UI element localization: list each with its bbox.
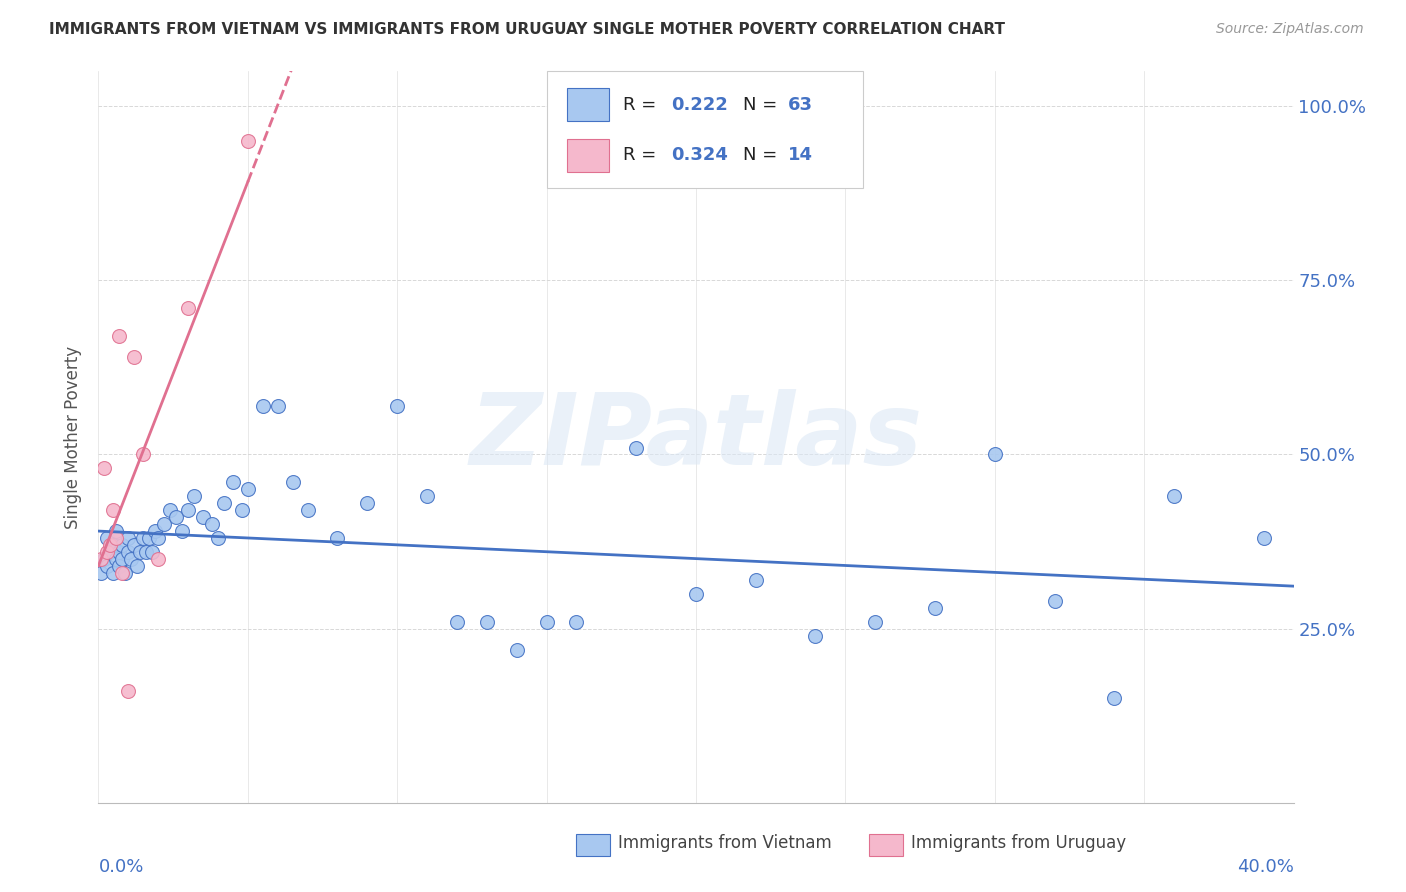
Point	[108, 545, 131, 559]
Point	[1104, 691, 1126, 706]
Point	[326, 531, 349, 545]
Text: 0.222: 0.222	[671, 95, 728, 113]
Point	[117, 684, 139, 698]
Point	[98, 538, 122, 552]
Point	[90, 552, 112, 566]
Point	[685, 587, 707, 601]
Point	[124, 350, 146, 364]
Text: R =: R =	[623, 146, 662, 164]
Point	[108, 558, 131, 573]
Point	[231, 503, 253, 517]
Point	[114, 566, 136, 580]
Point	[96, 558, 118, 573]
Point	[924, 600, 946, 615]
Point	[626, 441, 648, 455]
Point	[984, 448, 1007, 462]
Point	[177, 503, 200, 517]
Point	[117, 531, 139, 545]
Point	[267, 399, 290, 413]
Point	[127, 558, 149, 573]
Point	[111, 552, 134, 566]
Point	[93, 461, 115, 475]
Point	[183, 489, 205, 503]
Point	[506, 642, 529, 657]
Point	[138, 531, 160, 545]
Point	[105, 552, 128, 566]
Text: 0.0%: 0.0%	[98, 858, 143, 876]
Point	[745, 573, 768, 587]
Text: Immigrants from Vietnam: Immigrants from Vietnam	[619, 834, 832, 852]
Text: 0.324: 0.324	[671, 146, 728, 164]
Text: IMMIGRANTS FROM VIETNAM VS IMMIGRANTS FROM URUGUAY SINGLE MOTHER POVERTY CORRELA: IMMIGRANTS FROM VIETNAM VS IMMIGRANTS FR…	[49, 22, 1005, 37]
Point	[93, 552, 115, 566]
Point	[103, 566, 125, 580]
Point	[165, 510, 187, 524]
Point	[105, 531, 128, 545]
Text: Immigrants from Uruguay: Immigrants from Uruguay	[911, 834, 1126, 852]
Point	[212, 496, 235, 510]
Point	[132, 531, 155, 545]
Point	[111, 538, 134, 552]
Point	[143, 524, 166, 538]
Text: Source: ZipAtlas.com: Source: ZipAtlas.com	[1216, 22, 1364, 37]
Point	[159, 503, 181, 517]
Point	[90, 566, 112, 580]
FancyBboxPatch shape	[869, 834, 903, 856]
Point	[207, 531, 229, 545]
FancyBboxPatch shape	[567, 88, 609, 121]
Point	[111, 566, 134, 580]
Point	[105, 524, 128, 538]
Point	[153, 517, 176, 532]
Point	[103, 538, 125, 552]
Point	[201, 517, 224, 532]
Point	[191, 510, 214, 524]
Point	[236, 134, 259, 148]
Point	[177, 301, 200, 316]
Point	[117, 545, 139, 559]
Point	[565, 615, 588, 629]
Point	[236, 483, 259, 497]
FancyBboxPatch shape	[576, 834, 610, 856]
Point	[1163, 489, 1185, 503]
Point	[148, 531, 170, 545]
Point	[96, 531, 118, 545]
Point	[281, 475, 304, 490]
Text: 14: 14	[787, 146, 813, 164]
Point	[222, 475, 245, 490]
Point	[103, 503, 125, 517]
Point	[98, 545, 122, 559]
Point	[475, 615, 498, 629]
Point	[1043, 594, 1066, 608]
Point	[536, 615, 558, 629]
Point	[132, 448, 155, 462]
Point	[1253, 531, 1275, 545]
FancyBboxPatch shape	[547, 71, 863, 188]
Text: ZIPatlas: ZIPatlas	[470, 389, 922, 485]
Point	[148, 552, 170, 566]
Point	[356, 496, 378, 510]
Point	[416, 489, 439, 503]
Text: N =: N =	[742, 146, 783, 164]
Point	[385, 399, 409, 413]
Point	[96, 545, 118, 559]
Text: R =: R =	[623, 95, 662, 113]
Point	[124, 538, 146, 552]
Text: N =: N =	[742, 95, 783, 113]
Point	[120, 552, 142, 566]
Point	[108, 329, 131, 343]
Text: 63: 63	[787, 95, 813, 113]
Point	[297, 503, 319, 517]
Point	[135, 545, 157, 559]
Point	[172, 524, 194, 538]
Point	[865, 615, 887, 629]
Point	[446, 615, 468, 629]
Point	[129, 545, 152, 559]
FancyBboxPatch shape	[567, 138, 609, 171]
Text: 40.0%: 40.0%	[1237, 858, 1294, 876]
Point	[141, 545, 163, 559]
Point	[252, 399, 274, 413]
Y-axis label: Single Mother Poverty: Single Mother Poverty	[65, 345, 83, 529]
Point	[804, 629, 827, 643]
